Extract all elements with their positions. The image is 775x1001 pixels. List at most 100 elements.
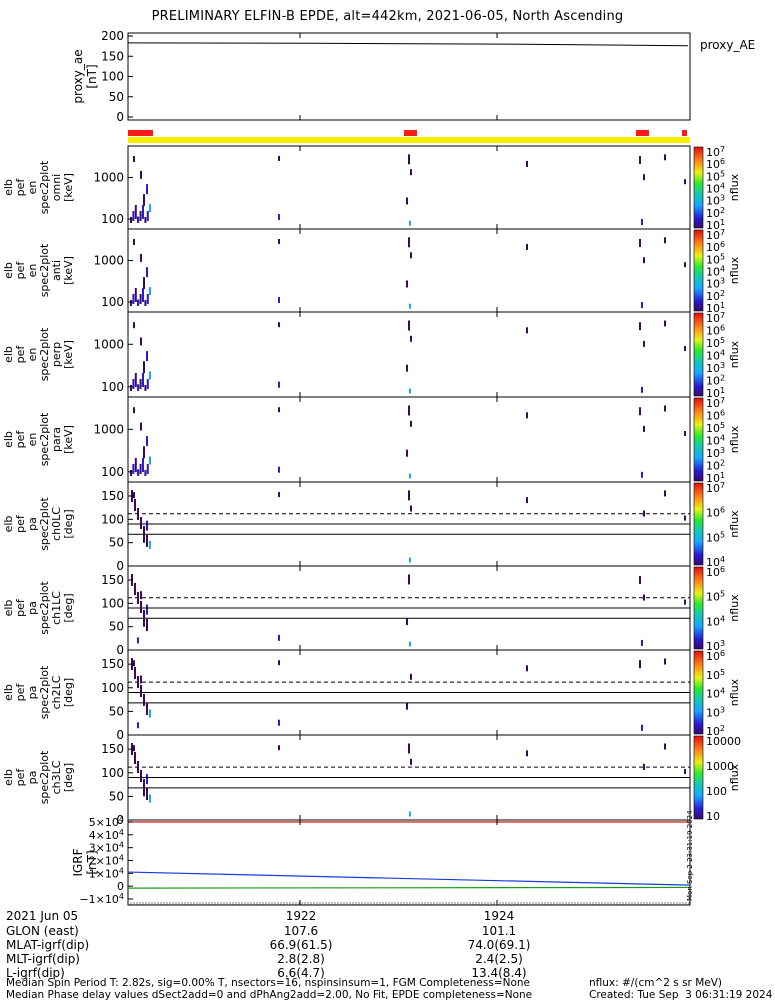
heat-cell-ch1lc [641,639,643,646]
heat-cell-ch0lc [278,492,280,498]
footer-time-1: 1922 [285,909,317,923]
heat-cell-para [684,431,686,436]
footer-time-2: 1924 [483,909,515,923]
ylabel-anti: en [26,264,39,278]
heat-cell-para [140,422,142,431]
heat-cell-perp [144,385,147,391]
ylabel-para: [keV] [62,425,75,454]
heat-cell-para [143,446,145,459]
heat-cell-perp [664,320,666,327]
heat-cell-perp [130,385,132,391]
igrf-series-1 [127,886,691,889]
footer-row-l: L-igrf(dip) [6,966,65,980]
ylabel-ch1lc: pef [14,598,27,617]
colorbar-ch0lc [693,482,704,566]
colorbar-tick-perp: 101 [706,386,725,400]
heat-cell-ch2lc [664,658,666,665]
ylabel-para: para [50,427,63,452]
colorbar-tick-ch0lc: 105 [706,530,725,544]
heat-cell-ch0lc [143,526,145,538]
colorbar-tick-perp: 106 [706,324,725,338]
heat-cell-ch0lc [408,490,410,501]
heat-cell-ch3lc [664,743,666,750]
heat-cell-para [137,470,140,476]
colorbar-tick-omni: 101 [706,218,725,232]
heat-cell-omni [134,205,137,219]
heat-cell-ch3lc [149,794,151,803]
ylabel-ch1lc: ch1LC [50,591,63,625]
ytick-label-ch0lc: 50 [109,536,124,550]
heat-cell-para [408,405,410,416]
heat-cell-perp [133,322,135,329]
side-stamp: Mon Sep 2 23:31:19 2024 [686,810,694,901]
heat-cell-ch1lc [137,592,139,604]
ylabel-perp: pef [14,345,27,364]
heat-cell-ch0lc [643,510,645,517]
ylabel-anti: spec2plot [38,243,51,297]
status-flag-red [636,130,649,136]
colorbar-tick-ch2lc: 102 [706,724,725,738]
heat-cell-perp [132,379,135,389]
heat-cell-ch1lc [140,591,142,600]
colorbar-label-ch2lc: nflux [728,678,741,706]
heat-cell-ch2lc [278,719,280,726]
footer-note-units: nflux: #/(cm^2 s sr MeV) [589,977,722,989]
footer-note-created: Created: Tue Sep 3 06:31:19 2024 [589,989,773,1001]
ylabel-ch0lc: spec2plot [38,497,51,551]
heat-cell-anti [143,277,145,290]
heat-cell-perp [278,322,280,328]
colorbar-tick-anti: 106 [706,240,725,254]
heat-cell-perp [146,351,148,362]
colorbar-tick-anti: 103 [706,277,725,291]
heat-cell-para [639,407,641,416]
ytick-label-ch1lc: 50 [109,620,124,634]
heat-cell-ch2lc [140,685,142,697]
heat-cell-ch0lc [409,557,411,563]
ylabel-perp: [keV] [62,340,75,369]
ylabel-ch1lc: [deg] [62,593,75,622]
heat-cell-perp [643,340,645,347]
ytick-label-ch1lc: 0 [116,643,124,657]
footer-col2-mlat: 74.0(69.1) [467,938,531,952]
colorbar-tick-ch2lc: 104 [706,687,725,701]
heat-cell-ch0lc [140,517,142,529]
ylabel-perp: elb [2,346,15,363]
ylabel-ch3lc: [deg] [62,763,75,792]
heat-cell-para [526,412,528,419]
colorbar-tick-perp: 102 [706,374,725,388]
ylabel-anti: [keV] [62,256,75,285]
heat-cell-omni [278,155,280,161]
footer-col1-mlat: 66.9(61.5) [269,938,333,952]
heat-cell-para [134,458,137,472]
heat-cell-ch3lc [409,811,411,817]
ylabel-ch0lc: ch0LC [50,507,63,541]
heat-cell-ch1lc [143,610,145,622]
ylabel-ch0lc: pa [26,517,39,531]
ylabel-omni: elb [2,179,15,196]
ylabel-omni: [keV] [62,173,75,202]
colorbar-tick-perp: 105 [706,336,725,350]
heat-cell-omni [130,217,132,223]
colorbar-ch2lc [693,650,704,735]
heat-cell-anti [409,303,411,309]
heat-cell-ch3lc [410,758,412,765]
ytick-label-ch3lc: 50 [109,789,124,803]
heat-cell-para [146,464,149,474]
footer-row-glon: GLON (east) [6,924,79,938]
ylabel-para: en [26,433,39,447]
ytick-label-ch2lc: 0 [116,728,124,742]
colorbar-tick-ch3lc: 10 [706,810,720,823]
ytick-label-omni: 1000 [93,171,124,185]
heat-cell-omni [142,205,144,219]
heat-cell-perp [639,322,641,331]
heat-cell-anti [641,302,643,309]
ylabel-ch0lc: [deg] [62,509,75,538]
heat-cell-omni [140,170,142,179]
heat-cell-ch2lc [639,660,641,669]
ytick-label-ch2lc: 150 [101,657,124,671]
panel-igrf-frame [127,819,691,906]
colorbar-tick-omni: 103 [706,194,725,208]
heat-cell-omni [146,184,148,195]
colorbar-para [693,397,704,482]
heat-cell-ch0lc [684,515,686,521]
